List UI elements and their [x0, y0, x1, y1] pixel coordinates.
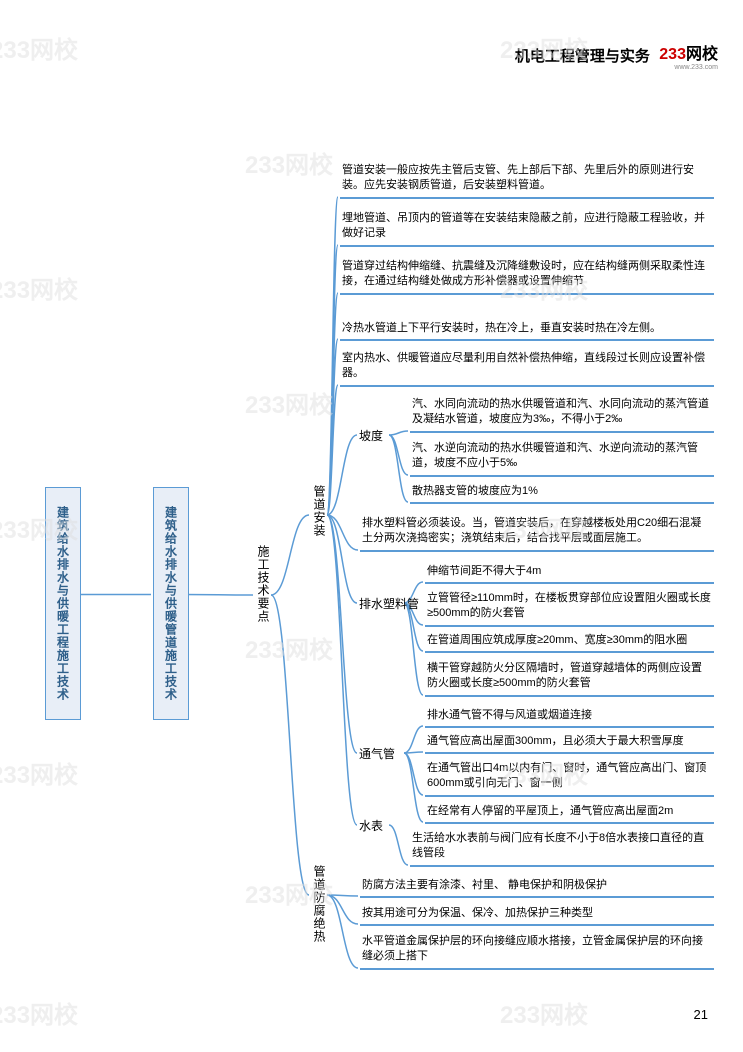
- leaf: 散热器支管的坡度应为1%: [410, 483, 714, 504]
- node-label: 水表: [359, 817, 383, 834]
- node-label: 施工技术要点: [255, 545, 272, 623]
- leaf: 排水通气管不得与风道或烟道连接: [425, 707, 714, 728]
- leaf: 管道安装一般应按先主管后支管、先上部后下部、先里后外的原则进行安装。应先安装钢质…: [340, 162, 714, 199]
- leaf: 在管道周围应筑成厚度≥20mm、宽度≥30mm的阻水圈: [425, 632, 714, 653]
- node-label: 管道防腐绝热: [311, 865, 328, 943]
- leaf: 冷热水管道上下平行安装时，热在冷上，垂直安装时热在冷左侧。: [340, 320, 714, 341]
- leaf: 埋地管道、吊顶内的管道等在安装结束隐蔽之前，应进行隐蔽工程验收，并做好记录: [340, 210, 714, 247]
- leaf: 横干管穿越防火分区隔墙时，管道穿越墙体的两侧应设置防火圈或长度≥500mm的防火…: [425, 660, 714, 697]
- leaf: 室内热水、供暖管道应尽量利用自然补偿热伸缩，直线段过长则应设置补偿器。: [340, 350, 714, 387]
- leaf: 在通气管出口4m以内有门、窗时，通气管应高出门、窗顶600mm或引向无门、窗一侧: [425, 760, 714, 797]
- node-label: 排水塑料管: [359, 595, 419, 612]
- leaf: 伸缩节间距不得大于4m: [425, 563, 714, 584]
- page-number: 21: [694, 1007, 708, 1022]
- leaf: 防腐方法主要有涂漆、衬里、 静电保护和阴极保护: [360, 877, 714, 898]
- leaf: 生活给水水表前与阀门应有长度不小于8倍水表接口直径的直线管段: [410, 830, 714, 867]
- leaf: 水平管道金属保护层的环向接缝应顺水搭接，立管金属保护层的环向接缝必须上搭下: [360, 933, 714, 970]
- node-label: 通气管: [359, 745, 395, 762]
- leaf: 在经常有人停留的平屋顶上，通气管应高出屋面2m: [425, 803, 714, 824]
- leaf: 按其用途可分为保温、保冷、加热保护三种类型: [360, 905, 714, 926]
- node-label: 管道安装: [311, 485, 328, 537]
- leaf: 汽、水同向流动的热水供暖管道和汽、水同向流动的蒸汽管道及凝结水管道，坡度应为3‰…: [410, 396, 714, 433]
- node-box: 建筑给水排水与供暖工程施工技术: [45, 487, 81, 720]
- leaf: 汽、水逆向流动的热水供暖管道和汽、水逆向流动的蒸汽管道，坡度不应小于5‰: [410, 440, 714, 477]
- leaf: 通气管应高出屋面300mm，且必须大于最大积雪厚度: [425, 733, 714, 754]
- leaf: 管道穿过结构伸缩缝、抗震缝及沉降缝敷设时，应在结构缝两侧采取柔性连接，在通过结构…: [340, 258, 714, 295]
- node-box: 建筑给水排水与供暖管道施工技术: [153, 487, 189, 720]
- leaf: 立管管径≥110mm时，在楼板贯穿部位应设置阻火圈或长度≥500mm的防火套管: [425, 590, 714, 627]
- node-label: 坡度: [359, 427, 383, 444]
- leaf: 排水塑料管必须装设。当，管道安装后，在穿越楼板处用C20细石混凝土分两次浇捣密实…: [360, 515, 714, 552]
